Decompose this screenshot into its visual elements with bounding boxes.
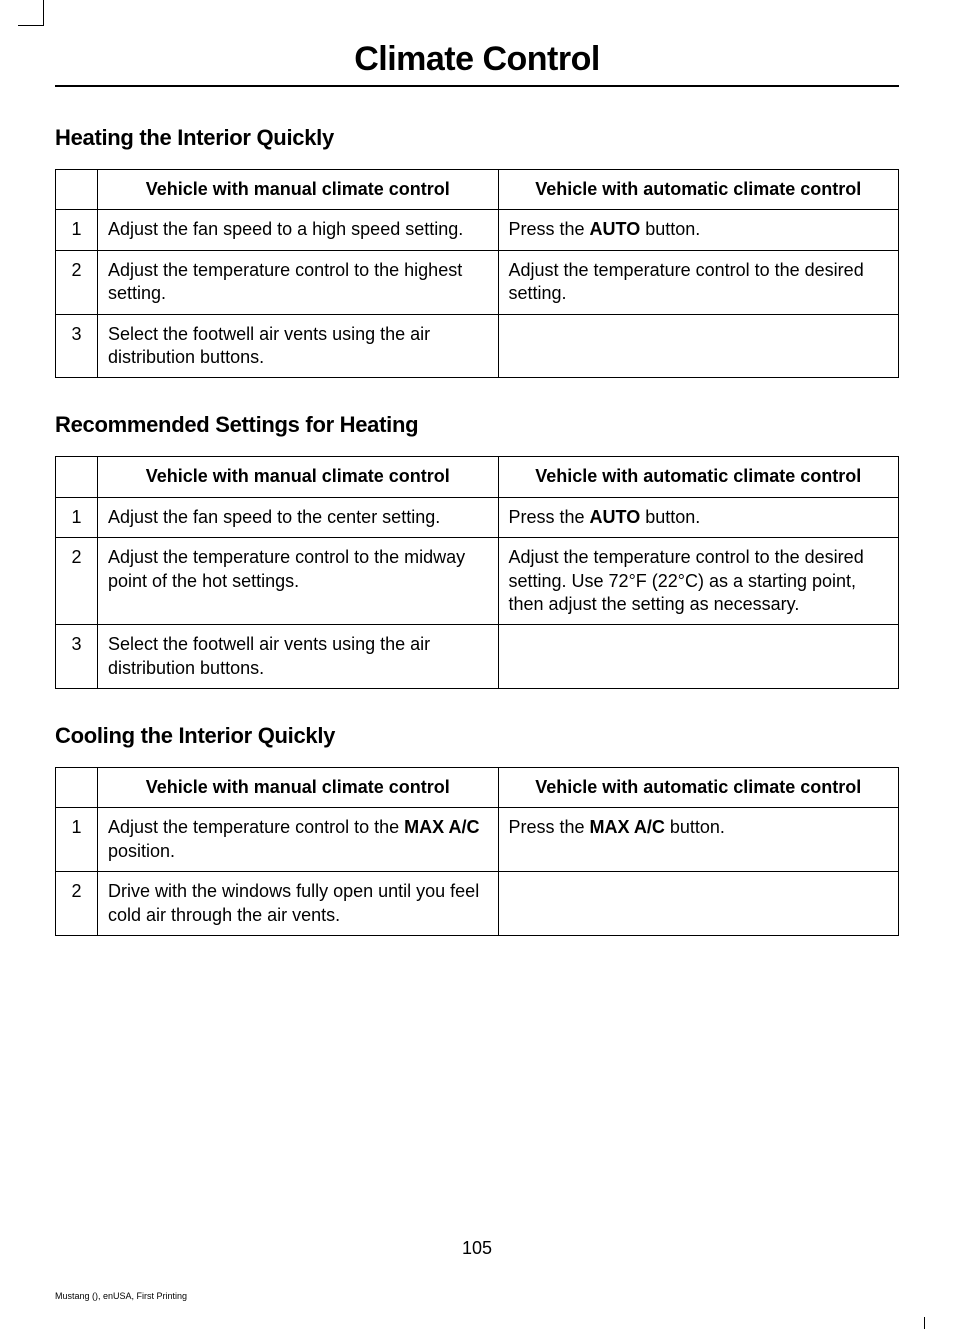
col-auto-header: Vehicle with automatic climate control [498,768,899,808]
table-row: 2 Drive with the windows fully open unti… [56,872,899,936]
col-manual-header: Vehicle with manual climate control [98,457,499,497]
col-manual-header: Vehicle with manual climate control [98,170,499,210]
row-index: 2 [56,250,98,314]
cell-manual: Drive with the windows fully open until … [98,872,499,936]
cell-manual: Select the footwell air vents using the … [98,314,499,378]
cell-auto [498,314,899,378]
crop-mark-bottom-right [924,1317,936,1329]
table-row: 3 Select the footwell air vents using th… [56,625,899,689]
cell-auto [498,625,899,689]
cell-manual: Adjust the temperature control to the MA… [98,808,499,872]
table-header-row: Vehicle with manual climate control Vehi… [56,768,899,808]
table-row: 1 Adjust the fan speed to a high speed s… [56,210,899,250]
blank-header [56,457,98,497]
page-number: 105 [0,1238,954,1259]
row-index: 1 [56,497,98,537]
blank-header [56,170,98,210]
section-heading-cooling-quickly: Cooling the Interior Quickly [55,723,899,749]
cell-auto: Press the AUTO button. [498,497,899,537]
table-row: 1 Adjust the temperature control to the … [56,808,899,872]
section-heading-heating-quickly: Heating the Interior Quickly [55,125,899,151]
col-manual-header: Vehicle with manual climate control [98,768,499,808]
cell-auto: Press the AUTO button. [498,210,899,250]
cell-auto: Press the MAX A/C button. [498,808,899,872]
cell-manual: Adjust the fan speed to a high speed set… [98,210,499,250]
table-heating-quickly: Vehicle with manual climate control Vehi… [55,169,899,378]
chapter-title: Climate Control [55,40,899,79]
cell-auto: Adjust the temperature control to the de… [498,250,899,314]
table-header-row: Vehicle with manual climate control Vehi… [56,170,899,210]
table-row: 3 Select the footwell air vents using th… [56,314,899,378]
col-auto-header: Vehicle with automatic climate control [498,170,899,210]
cell-manual: Select the footwell air vents using the … [98,625,499,689]
cell-auto: Adjust the temperature control to the de… [498,538,899,625]
table-row: 2 Adjust the temperature control to the … [56,250,899,314]
table-row: 2 Adjust the temperature control to the … [56,538,899,625]
table-recommended-heating: Vehicle with manual climate control Vehi… [55,456,899,689]
footer-text: Mustang (), enUSA, First Printing [55,1291,187,1301]
table-row: 1 Adjust the fan speed to the center set… [56,497,899,537]
row-index: 1 [56,210,98,250]
row-index: 1 [56,808,98,872]
section-heading-recommended-heating: Recommended Settings for Heating [55,412,899,438]
row-index: 2 [56,872,98,936]
table-cooling-quickly: Vehicle with manual climate control Vehi… [55,767,899,936]
cell-manual: Adjust the fan speed to the center setti… [98,497,499,537]
title-rule [55,85,899,87]
row-index: 2 [56,538,98,625]
row-index: 3 [56,625,98,689]
cell-auto [498,872,899,936]
col-auto-header: Vehicle with automatic climate control [498,457,899,497]
crop-mark-top-left [18,0,44,26]
blank-header [56,768,98,808]
cell-manual: Adjust the temperature control to the hi… [98,250,499,314]
cell-manual: Adjust the temperature control to the mi… [98,538,499,625]
page: Climate Control Heating the Interior Qui… [0,0,954,1329]
table-header-row: Vehicle with manual climate control Vehi… [56,457,899,497]
row-index: 3 [56,314,98,378]
